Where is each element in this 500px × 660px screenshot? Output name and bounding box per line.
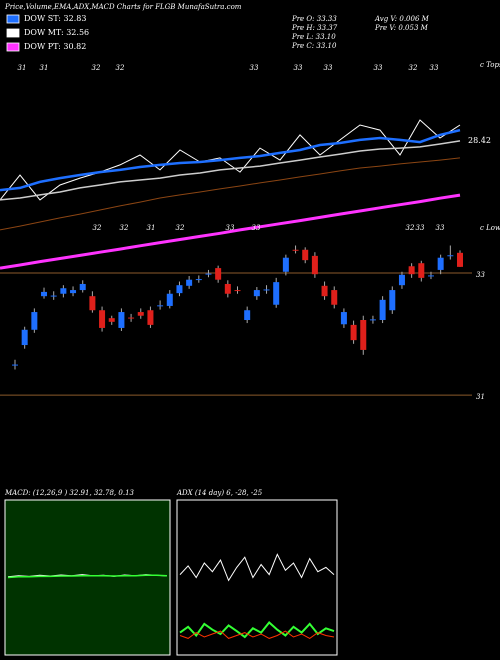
candle-body (350, 324, 357, 341)
candle-body (108, 318, 115, 322)
candle-body (176, 285, 183, 294)
top-mark: 31 (40, 64, 49, 72)
candle-body (70, 290, 77, 294)
low-mark: 32 (120, 224, 129, 232)
low-mark: 33 (416, 224, 425, 232)
stat: Pre V: 0.053 M (374, 24, 429, 32)
candle-body (457, 252, 463, 267)
candle-body (447, 255, 454, 257)
candle-body (50, 295, 57, 297)
y-tick-label: 33 (476, 271, 485, 279)
candle-body (379, 299, 386, 320)
candle-body (398, 274, 405, 286)
candle-body (195, 279, 202, 281)
candle-body (321, 285, 328, 297)
candle-body (99, 310, 106, 328)
macd-panel (4, 499, 171, 656)
low-mark: 33 (226, 224, 235, 232)
candle-body (41, 291, 48, 297)
top-mark: 33 (430, 64, 439, 72)
legend-swatch (6, 14, 20, 24)
candle-body (253, 290, 260, 297)
legend-swatch (6, 28, 20, 38)
candle-body (360, 320, 367, 350)
top-mark: 33 (294, 64, 303, 72)
candle-body (282, 257, 289, 272)
tops-label: c Tops (480, 61, 500, 69)
legend-label: DOW ST: 32.83 (24, 14, 86, 23)
candle-body (89, 296, 96, 311)
low-mark: 32 (176, 224, 185, 232)
candle-body (331, 290, 338, 305)
adx-panel (176, 499, 338, 656)
candle-body (205, 273, 212, 275)
candle-body (292, 249, 299, 251)
low-mark: 33 (252, 224, 261, 232)
series-line (0, 157, 461, 231)
top-mark: 32 (116, 64, 125, 72)
candle-body (408, 266, 415, 275)
candle-body (128, 317, 135, 319)
candle-body (21, 329, 28, 346)
series-line (0, 128, 461, 192)
candle-body (186, 279, 193, 286)
top-mark: 32 (92, 64, 101, 72)
candle-body (157, 305, 164, 307)
stat: Avg V: 0.006 M (374, 15, 430, 23)
y-tick-label: 31 (476, 393, 485, 401)
series-line (0, 119, 461, 201)
candle-body (12, 364, 18, 366)
page-title: Price,Volume,EMA,ADX,MACD Charts for FLG… (4, 3, 242, 11)
candle-body (244, 310, 251, 320)
adx-title: ADX (14 day) 6, -28, -25 (176, 489, 263, 497)
candle-body (418, 263, 425, 278)
candle-body (427, 275, 434, 277)
low-mark: 32 (406, 224, 415, 232)
candle-body (118, 312, 125, 328)
top-mark: 31 (18, 64, 27, 72)
candle-body (234, 290, 241, 292)
macd-title: MACD: (12,26,9 ) 32.91, 32.78, 0.13 (4, 489, 135, 497)
stat: Pre C: 33.10 (291, 42, 337, 50)
lows-label: c Lows (480, 224, 500, 232)
candle-body (389, 290, 396, 311)
top-mark: 33 (374, 64, 383, 72)
candle-body (60, 288, 67, 294)
candle-body (224, 283, 231, 294)
legend-swatch (6, 42, 20, 52)
series-line (179, 553, 335, 582)
candle-body (302, 249, 309, 261)
candle-body (147, 310, 154, 325)
candle-body (273, 282, 280, 305)
stat: Pre H: 33.37 (291, 24, 338, 32)
top-mark: 33 (250, 64, 259, 72)
series-line (179, 621, 335, 639)
top-mark: 33 (324, 64, 333, 72)
series-line (7, 574, 168, 579)
series-line (179, 630, 335, 639)
candle-body (215, 268, 222, 280)
candle-body (340, 312, 347, 325)
candle-body (31, 312, 38, 330)
low-mark: 32 (93, 224, 102, 232)
candle-body (311, 255, 318, 275)
candle-body (166, 293, 173, 306)
candle-body (369, 319, 376, 321)
candle-body (79, 283, 86, 291)
candle-body (437, 257, 444, 270)
low-mark: 31 (147, 224, 156, 232)
low-mark: 33 (436, 224, 445, 232)
series-line (0, 140, 461, 201)
top-mark: 32 (409, 64, 418, 72)
stat: Pre L: 33.10 (291, 33, 336, 41)
legend-label: DOW MT: 32.56 (24, 28, 89, 37)
value-label: 28.42 (468, 136, 491, 145)
stat: Pre O: 33.33 (291, 15, 337, 23)
legend-label: DOW PT: 30.82 (24, 42, 86, 51)
series-line (0, 193, 461, 270)
candle-body (137, 312, 144, 316)
candle-body (263, 289, 270, 291)
